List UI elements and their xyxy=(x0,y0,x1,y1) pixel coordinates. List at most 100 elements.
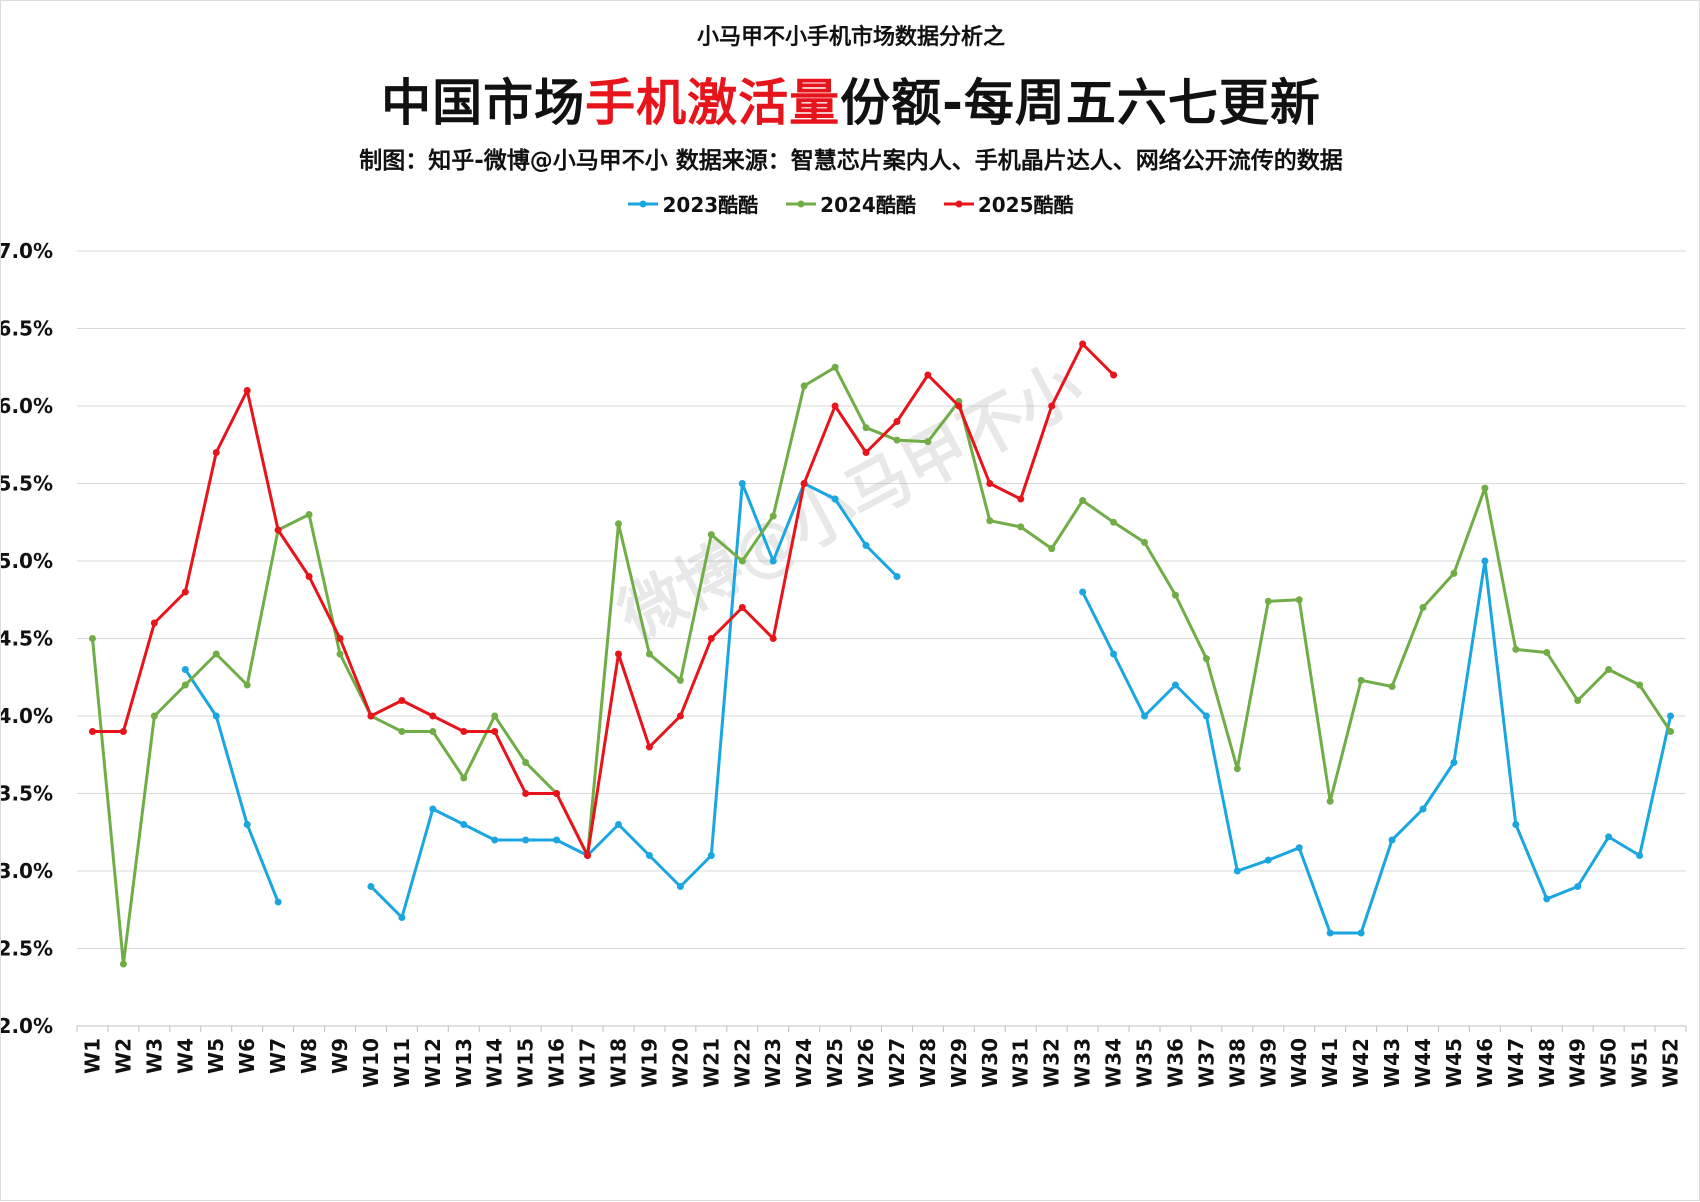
data-point-2025酷酷-W20 xyxy=(676,712,684,720)
data-point-2024酷酷-W5 xyxy=(212,650,220,658)
legend-item-2023[interactable]: 2023酷酷 xyxy=(628,189,758,218)
x-tick-label: W40 xyxy=(1287,1038,1311,1088)
data-point-2025酷酷-W18 xyxy=(614,650,622,658)
data-point-2025酷酷-W13 xyxy=(460,728,468,735)
x-tick-label: W24 xyxy=(792,1038,816,1088)
data-point-2024酷酷-W19 xyxy=(645,650,653,658)
data-point-2024酷酷-W15 xyxy=(522,759,530,766)
data-point-2023酷酷-W39 xyxy=(1264,856,1272,864)
data-point-2024酷酷-W9 xyxy=(336,650,344,658)
data-point-2024酷酷-W52 xyxy=(1667,728,1675,735)
data-point-2023酷酷-W23 xyxy=(769,557,777,565)
data-point-2024酷酷-W50 xyxy=(1605,666,1613,673)
data-point-2024酷酷-W13 xyxy=(460,774,468,782)
data-point-2023酷酷-W37 xyxy=(1202,712,1210,720)
legend-label-2023: 2023酷酷 xyxy=(662,193,759,217)
x-tick-label: W12 xyxy=(421,1038,445,1088)
data-point-2023酷酷-W7 xyxy=(274,898,282,906)
x-tick-label: W42 xyxy=(1349,1038,1373,1088)
data-point-2025酷酷-W9 xyxy=(336,635,344,642)
data-point-2023酷酷-W11 xyxy=(398,914,406,921)
data-point-2025酷酷-W5 xyxy=(212,449,220,456)
data-point-2025酷酷-W26 xyxy=(862,449,870,456)
data-point-2024酷酷-W43 xyxy=(1388,683,1396,691)
data-point-2025酷酷-W12 xyxy=(429,712,437,720)
data-point-2024酷酷-W37 xyxy=(1202,655,1210,663)
x-tick-label: W22 xyxy=(730,1038,754,1088)
legend-item-2025[interactable]: 2025酷酷 xyxy=(943,189,1074,218)
x-tick-label: W29 xyxy=(947,1038,971,1088)
data-point-2024酷酷-W18 xyxy=(614,520,622,528)
data-point-2023酷酷-W42 xyxy=(1357,929,1365,937)
data-point-2023酷酷-W41 xyxy=(1326,929,1334,937)
data-point-2025酷酷-W16 xyxy=(553,790,561,797)
data-point-2024酷酷-W35 xyxy=(1141,538,1149,546)
x-tick-label: W30 xyxy=(978,1038,1002,1088)
data-point-2023酷酷-W44 xyxy=(1419,805,1427,813)
title-part-3: 份额-每周五六七更新 xyxy=(840,74,1321,132)
x-tick-label: W48 xyxy=(1535,1038,1559,1088)
x-tick-label: W38 xyxy=(1225,1038,1249,1088)
data-point-2024酷酷-W31 xyxy=(1017,523,1025,531)
chart-supertitle: 小马甲不小手机市场数据分析之 xyxy=(696,25,1005,50)
legend-swatch-2025 xyxy=(943,200,974,207)
data-point-2024酷酷-W36 xyxy=(1171,591,1179,599)
x-tick-label: W52 xyxy=(1659,1038,1683,1088)
legend-label-2024: 2024酷酷 xyxy=(820,193,916,217)
data-point-2024酷酷-W11 xyxy=(398,728,406,735)
data-point-2025酷酷-W21 xyxy=(707,635,715,642)
data-point-2024酷酷-W12 xyxy=(429,728,437,735)
y-tick-label: 6.5% xyxy=(1,317,53,341)
data-point-2024酷酷-W27 xyxy=(893,436,901,444)
data-point-2025酷酷-W28 xyxy=(924,371,932,379)
x-tick-label: W44 xyxy=(1411,1038,1435,1088)
series-line-2023酷酷 xyxy=(183,668,280,904)
x-tick-label: W2 xyxy=(111,1038,135,1074)
legend-swatch-2024 xyxy=(786,200,817,207)
x-tick-label: W27 xyxy=(885,1038,909,1088)
data-point-2023酷酷-W5 xyxy=(212,712,220,720)
x-tick-label: W17 xyxy=(576,1038,600,1088)
data-point-2023酷酷-W16 xyxy=(553,836,561,844)
x-tick-label: W47 xyxy=(1504,1038,1528,1088)
data-point-2025酷酷-W23 xyxy=(769,635,777,642)
data-point-2023酷酷-W34 xyxy=(1110,650,1118,658)
data-point-2024酷酷-W3 xyxy=(150,712,158,720)
data-point-2025酷酷-W6 xyxy=(243,387,251,394)
data-point-2025酷酷-W2 xyxy=(119,728,127,735)
data-point-2024酷酷-W4 xyxy=(181,681,189,689)
x-tick-label: W37 xyxy=(1194,1038,1218,1088)
x-tick-label: W6 xyxy=(235,1038,259,1074)
x-tick-label: W36 xyxy=(1163,1038,1187,1088)
data-point-2023酷酷-W46 xyxy=(1481,557,1489,565)
data-point-2024酷酷-W38 xyxy=(1233,765,1241,773)
data-point-2023酷酷-W49 xyxy=(1574,883,1582,890)
legend-item-2024[interactable]: 2024酷酷 xyxy=(786,189,916,218)
data-point-2024酷酷-W28 xyxy=(924,438,932,446)
data-point-2023酷酷-W15 xyxy=(522,836,530,844)
y-tick-label: 5.0% xyxy=(1,549,53,573)
data-point-2024酷酷-W2 xyxy=(119,960,127,968)
x-tick-label: W41 xyxy=(1318,1038,1342,1088)
y-tick-label: 3.5% xyxy=(1,782,53,806)
data-point-2024酷酷-W32 xyxy=(1048,545,1056,553)
data-point-2023酷酷-W33 xyxy=(1079,588,1087,596)
data-point-2025酷酷-W15 xyxy=(522,790,530,797)
data-point-2024酷酷-W47 xyxy=(1512,645,1520,653)
data-point-2025酷酷-W17 xyxy=(584,852,592,859)
x-tick-label: W28 xyxy=(916,1038,940,1088)
x-tick-label: W49 xyxy=(1566,1038,1590,1088)
series-line-2023酷酷 xyxy=(369,482,899,919)
data-point-2025酷酷-W34 xyxy=(1110,371,1118,379)
chart-legend: 2023酷酷 2024酷酷 2025酷酷 xyxy=(1,189,1700,218)
x-tick-label: W7 xyxy=(266,1038,290,1074)
x-tick-label: W43 xyxy=(1380,1038,1404,1088)
x-tick-label: W21 xyxy=(699,1038,723,1088)
data-point-2024酷酷-W23 xyxy=(769,512,777,520)
data-point-2024酷酷-W20 xyxy=(676,676,684,684)
data-point-2024酷酷-W45 xyxy=(1450,569,1458,577)
x-tick-label: W51 xyxy=(1628,1038,1652,1088)
data-point-2023酷酷-W4 xyxy=(181,666,189,673)
data-point-2023酷酷-W51 xyxy=(1636,852,1644,859)
